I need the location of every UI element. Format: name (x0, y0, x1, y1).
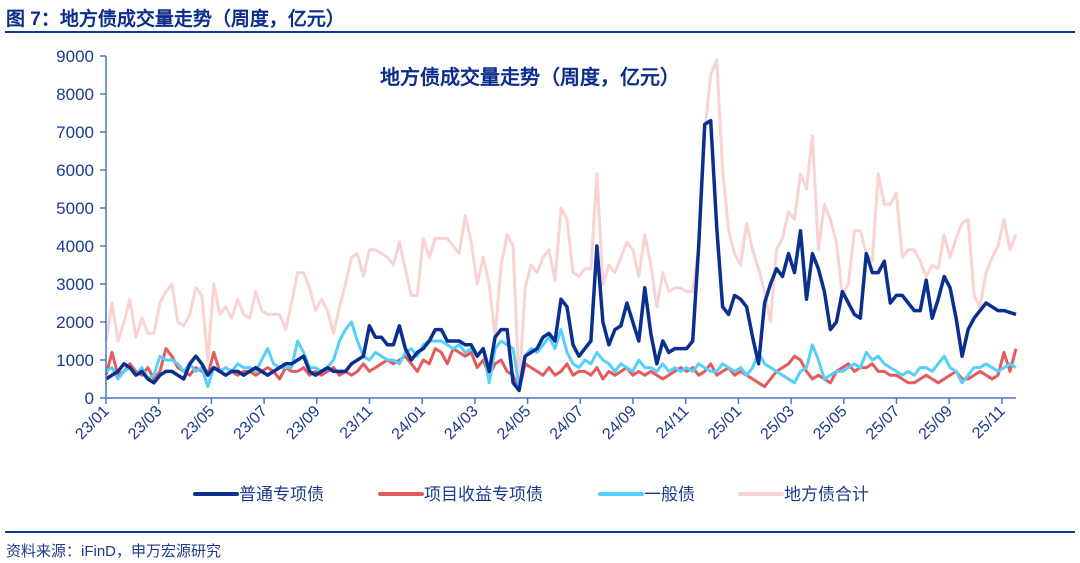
y-tick-label: 8000 (56, 85, 94, 104)
x-tick-label: 25/07 (863, 403, 903, 443)
y-tick-label: 5000 (56, 199, 94, 218)
y-tick-label: 1000 (56, 351, 94, 370)
chart-title: 地方债成交量走势（周度，亿元） (380, 65, 680, 89)
figure-title: 图 7：地方债成交量走势（周度，亿元） (6, 9, 345, 30)
series-line-2 (104, 347, 1018, 392)
x-tick-label: 23/07 (231, 403, 271, 443)
y-tick-label: 2000 (56, 313, 94, 332)
legend-label: 地方债合计 (784, 485, 869, 504)
title-rule (5, 31, 1075, 33)
series-layer (104, 58, 1018, 393)
x-tick-label: 25/05 (810, 403, 850, 443)
legend-label: 项目收益专项债 (424, 485, 543, 504)
x-tick-label: 24/03 (441, 403, 481, 443)
legend-item-1: 普通专项债 (193, 485, 324, 504)
y-tick-label: 3000 (56, 275, 94, 294)
x-tick-label: 24/07 (547, 403, 587, 443)
y-tick-label: 6000 (56, 161, 94, 180)
y-tick-label: 7000 (56, 123, 94, 142)
x-tick-label: 25/11 (969, 403, 1009, 443)
x-tick-label: 24/01 (389, 403, 429, 443)
x-tick-label: 23/11 (337, 403, 377, 443)
source-rule (5, 531, 1075, 533)
legend-label: 普通专项债 (239, 485, 324, 504)
y-tick-label: 9000 (56, 47, 94, 66)
x-tick-label: 23/03 (125, 403, 165, 443)
series-line-1 (105, 118, 1017, 393)
x-tick-label: 25/03 (758, 403, 798, 443)
series-line-4 (104, 58, 1018, 392)
x-tick-label: 25/09 (916, 403, 956, 443)
x-tick-label: 25/01 (705, 403, 745, 443)
source-note: 资料来源：iFinD，申万宏源研究 (6, 543, 222, 560)
x-tick-label: 24/05 (494, 403, 534, 443)
x-tick-label: 24/09 (599, 403, 639, 443)
x-tick-label: 24/11 (653, 403, 693, 443)
y-tick-label: 4000 (56, 237, 94, 256)
x-tick-label: 23/05 (178, 403, 218, 443)
legend-item-3: 一般债 (598, 485, 695, 504)
legend-item-4: 地方债合计 (738, 485, 869, 504)
x-tick-label: 23/09 (283, 403, 323, 443)
x-tick-label: 23/01 (72, 403, 112, 443)
y-tick-label: 0 (85, 389, 94, 408)
legend: 普通专项债 项目收益专项债 一般债 地方债合计 (193, 485, 869, 504)
legend-label: 一般债 (644, 485, 695, 504)
series-line-3 (105, 320, 1017, 389)
legend-item-2: 项目收益专项债 (378, 485, 543, 504)
